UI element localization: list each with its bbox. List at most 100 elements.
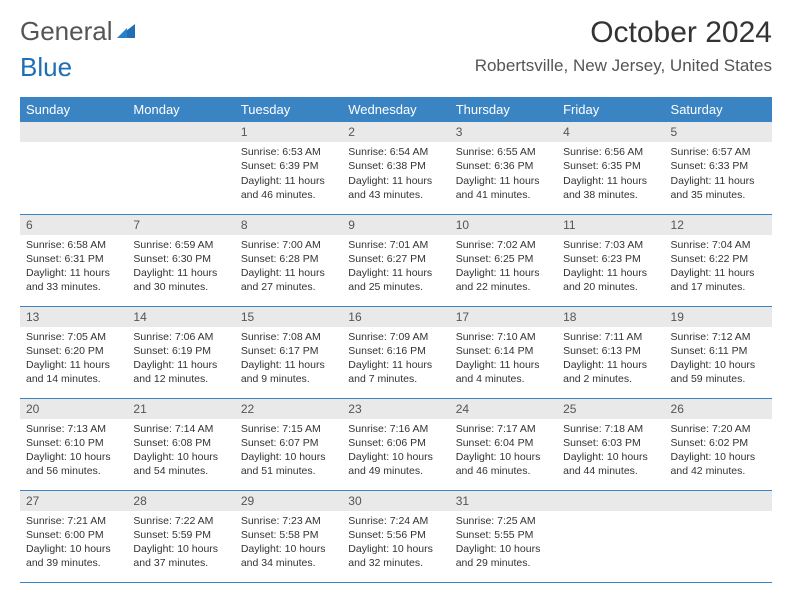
cell-line: Daylight: 11 hours — [26, 266, 121, 280]
calendar-cell: 6 Sunrise: 6:58 AMSunset: 6:31 PMDaylight… — [20, 214, 127, 306]
cell-line: Daylight: 11 hours — [563, 266, 658, 280]
cell-line: Sunset: 6:36 PM — [456, 159, 551, 173]
day-number: 31 — [450, 491, 557, 511]
calendar-cell: 14Sunrise: 7:06 AMSunset: 6:19 PMDayligh… — [127, 306, 234, 398]
cell-line: Daylight: 11 hours — [26, 358, 121, 372]
cell-line: and 56 minutes. — [26, 464, 121, 478]
calendar-head: SundayMondayTuesdayWednesdayThursdayFrid… — [20, 97, 772, 122]
cell-line: and 51 minutes. — [241, 464, 336, 478]
day-header: Friday — [557, 97, 664, 122]
cell-line: and 44 minutes. — [563, 464, 658, 478]
day-number: 24 — [450, 399, 557, 419]
cell-line: Sunrise: 7:02 AM — [456, 238, 551, 252]
day-number: 28 — [127, 491, 234, 511]
cell-body: Sunrise: 6:53 AMSunset: 6:39 PMDaylight:… — [235, 142, 342, 206]
day-number — [20, 122, 127, 142]
cell-line: Sunrise: 7:18 AM — [563, 422, 658, 436]
day-number: 21 — [127, 399, 234, 419]
cell-line: and 35 minutes. — [671, 188, 766, 202]
location: Robertsville, New Jersey, United States — [475, 56, 772, 76]
cell-line: Sunrise: 7:20 AM — [671, 422, 766, 436]
cell-line: Daylight: 10 hours — [456, 450, 551, 464]
cell-line: Sunrise: 6:55 AM — [456, 145, 551, 159]
cell-line: Sunset: 6:14 PM — [456, 344, 551, 358]
calendar-row: 13Sunrise: 7:05 AMSunset: 6:20 PMDayligh… — [20, 306, 772, 398]
cell-line: Sunset: 6:31 PM — [26, 252, 121, 266]
day-number: 22 — [235, 399, 342, 419]
calendar-cell: 3Sunrise: 6:55 AMSunset: 6:36 PMDaylight… — [450, 122, 557, 214]
cell-line: Daylight: 11 hours — [456, 358, 551, 372]
cell-line: and 33 minutes. — [26, 280, 121, 294]
cell-line: Sunset: 6:39 PM — [241, 159, 336, 173]
day-number: 5 — [665, 122, 772, 142]
cell-line: Sunrise: 7:00 AM — [241, 238, 336, 252]
cell-line: Sunrise: 6:57 AM — [671, 145, 766, 159]
calendar-cell: 22Sunrise: 7:15 AMSunset: 6:07 PMDayligh… — [235, 398, 342, 490]
cell-line: and 9 minutes. — [241, 372, 336, 386]
cell-line: Sunrise: 6:58 AM — [26, 238, 121, 252]
cell-line: Sunset: 5:59 PM — [133, 528, 228, 542]
cell-line: Sunset: 6:23 PM — [563, 252, 658, 266]
cell-line: Sunset: 6:22 PM — [671, 252, 766, 266]
cell-line: Daylight: 10 hours — [26, 450, 121, 464]
calendar-cell: 29Sunrise: 7:23 AMSunset: 5:58 PMDayligh… — [235, 490, 342, 582]
calendar-cell: 7Sunrise: 6:59 AMSunset: 6:30 PMDaylight… — [127, 214, 234, 306]
cell-line: and 43 minutes. — [348, 188, 443, 202]
cell-body: Sunrise: 7:23 AMSunset: 5:58 PMDaylight:… — [235, 511, 342, 575]
cell-line: and 46 minutes. — [241, 188, 336, 202]
cell-line: and 22 minutes. — [456, 280, 551, 294]
day-number: 20 — [20, 399, 127, 419]
cell-line: Daylight: 11 hours — [241, 358, 336, 372]
cell-line: Sunset: 6:38 PM — [348, 159, 443, 173]
calendar-cell: 31Sunrise: 7:25 AMSunset: 5:55 PMDayligh… — [450, 490, 557, 582]
cell-line: Daylight: 11 hours — [456, 174, 551, 188]
cell-line: and 42 minutes. — [671, 464, 766, 478]
cell-line: and 41 minutes. — [456, 188, 551, 202]
cell-body: Sunrise: 7:01 AMSunset: 6:27 PMDaylight:… — [342, 235, 449, 299]
cell-line: Sunset: 6:25 PM — [456, 252, 551, 266]
cell-line: Sunset: 6:10 PM — [26, 436, 121, 450]
cell-line: and 20 minutes. — [563, 280, 658, 294]
cell-line: Sunrise: 7:25 AM — [456, 514, 551, 528]
day-number: 16 — [342, 307, 449, 327]
cell-body: Sunrise: 7:04 AMSunset: 6:22 PMDaylight:… — [665, 235, 772, 299]
day-number: 15 — [235, 307, 342, 327]
cell-line: and 27 minutes. — [241, 280, 336, 294]
calendar-cell: 10Sunrise: 7:02 AMSunset: 6:25 PMDayligh… — [450, 214, 557, 306]
cell-line: Sunset: 6:07 PM — [241, 436, 336, 450]
cell-line: Sunrise: 7:17 AM — [456, 422, 551, 436]
cell-body: Sunrise: 7:03 AMSunset: 6:23 PMDaylight:… — [557, 235, 664, 299]
calendar-cell — [127, 122, 234, 214]
cell-line: Sunset: 6:17 PM — [241, 344, 336, 358]
cell-line: and 30 minutes. — [133, 280, 228, 294]
cell-body: Sunrise: 7:18 AMSunset: 6:03 PMDaylight:… — [557, 419, 664, 483]
cell-body: Sunrise: 7:15 AMSunset: 6:07 PMDaylight:… — [235, 419, 342, 483]
day-number: 2 — [342, 122, 449, 142]
calendar-cell: 21Sunrise: 7:14 AMSunset: 6:08 PMDayligh… — [127, 398, 234, 490]
cell-line: Sunrise: 6:56 AM — [563, 145, 658, 159]
cell-body: Sunrise: 7:05 AMSunset: 6:20 PMDaylight:… — [20, 327, 127, 391]
day-number: 9 — [342, 215, 449, 235]
cell-line: Sunset: 6:20 PM — [26, 344, 121, 358]
cell-line: Sunrise: 7:08 AM — [241, 330, 336, 344]
cell-line: Sunrise: 7:14 AM — [133, 422, 228, 436]
cell-line: Sunset: 6:28 PM — [241, 252, 336, 266]
calendar-cell: 5Sunrise: 6:57 AMSunset: 6:33 PMDaylight… — [665, 122, 772, 214]
day-number: 23 — [342, 399, 449, 419]
day-number: 18 — [557, 307, 664, 327]
cell-line: Daylight: 10 hours — [348, 450, 443, 464]
cell-body: Sunrise: 7:16 AMSunset: 6:06 PMDaylight:… — [342, 419, 449, 483]
cell-line: Sunrise: 7:01 AM — [348, 238, 443, 252]
cell-line: Sunrise: 7:21 AM — [26, 514, 121, 528]
cell-line: Daylight: 11 hours — [671, 174, 766, 188]
cell-line: Sunrise: 7:24 AM — [348, 514, 443, 528]
day-number: 26 — [665, 399, 772, 419]
cell-line: Sunrise: 7:09 AM — [348, 330, 443, 344]
cell-line: and 32 minutes. — [348, 556, 443, 570]
day-number: 6 — [20, 215, 127, 235]
cell-body: Sunrise: 7:06 AMSunset: 6:19 PMDaylight:… — [127, 327, 234, 391]
cell-line: Sunrise: 7:06 AM — [133, 330, 228, 344]
calendar-cell: 4Sunrise: 6:56 AMSunset: 6:35 PMDaylight… — [557, 122, 664, 214]
cell-line: Daylight: 11 hours — [563, 174, 658, 188]
cell-line: and 12 minutes. — [133, 372, 228, 386]
